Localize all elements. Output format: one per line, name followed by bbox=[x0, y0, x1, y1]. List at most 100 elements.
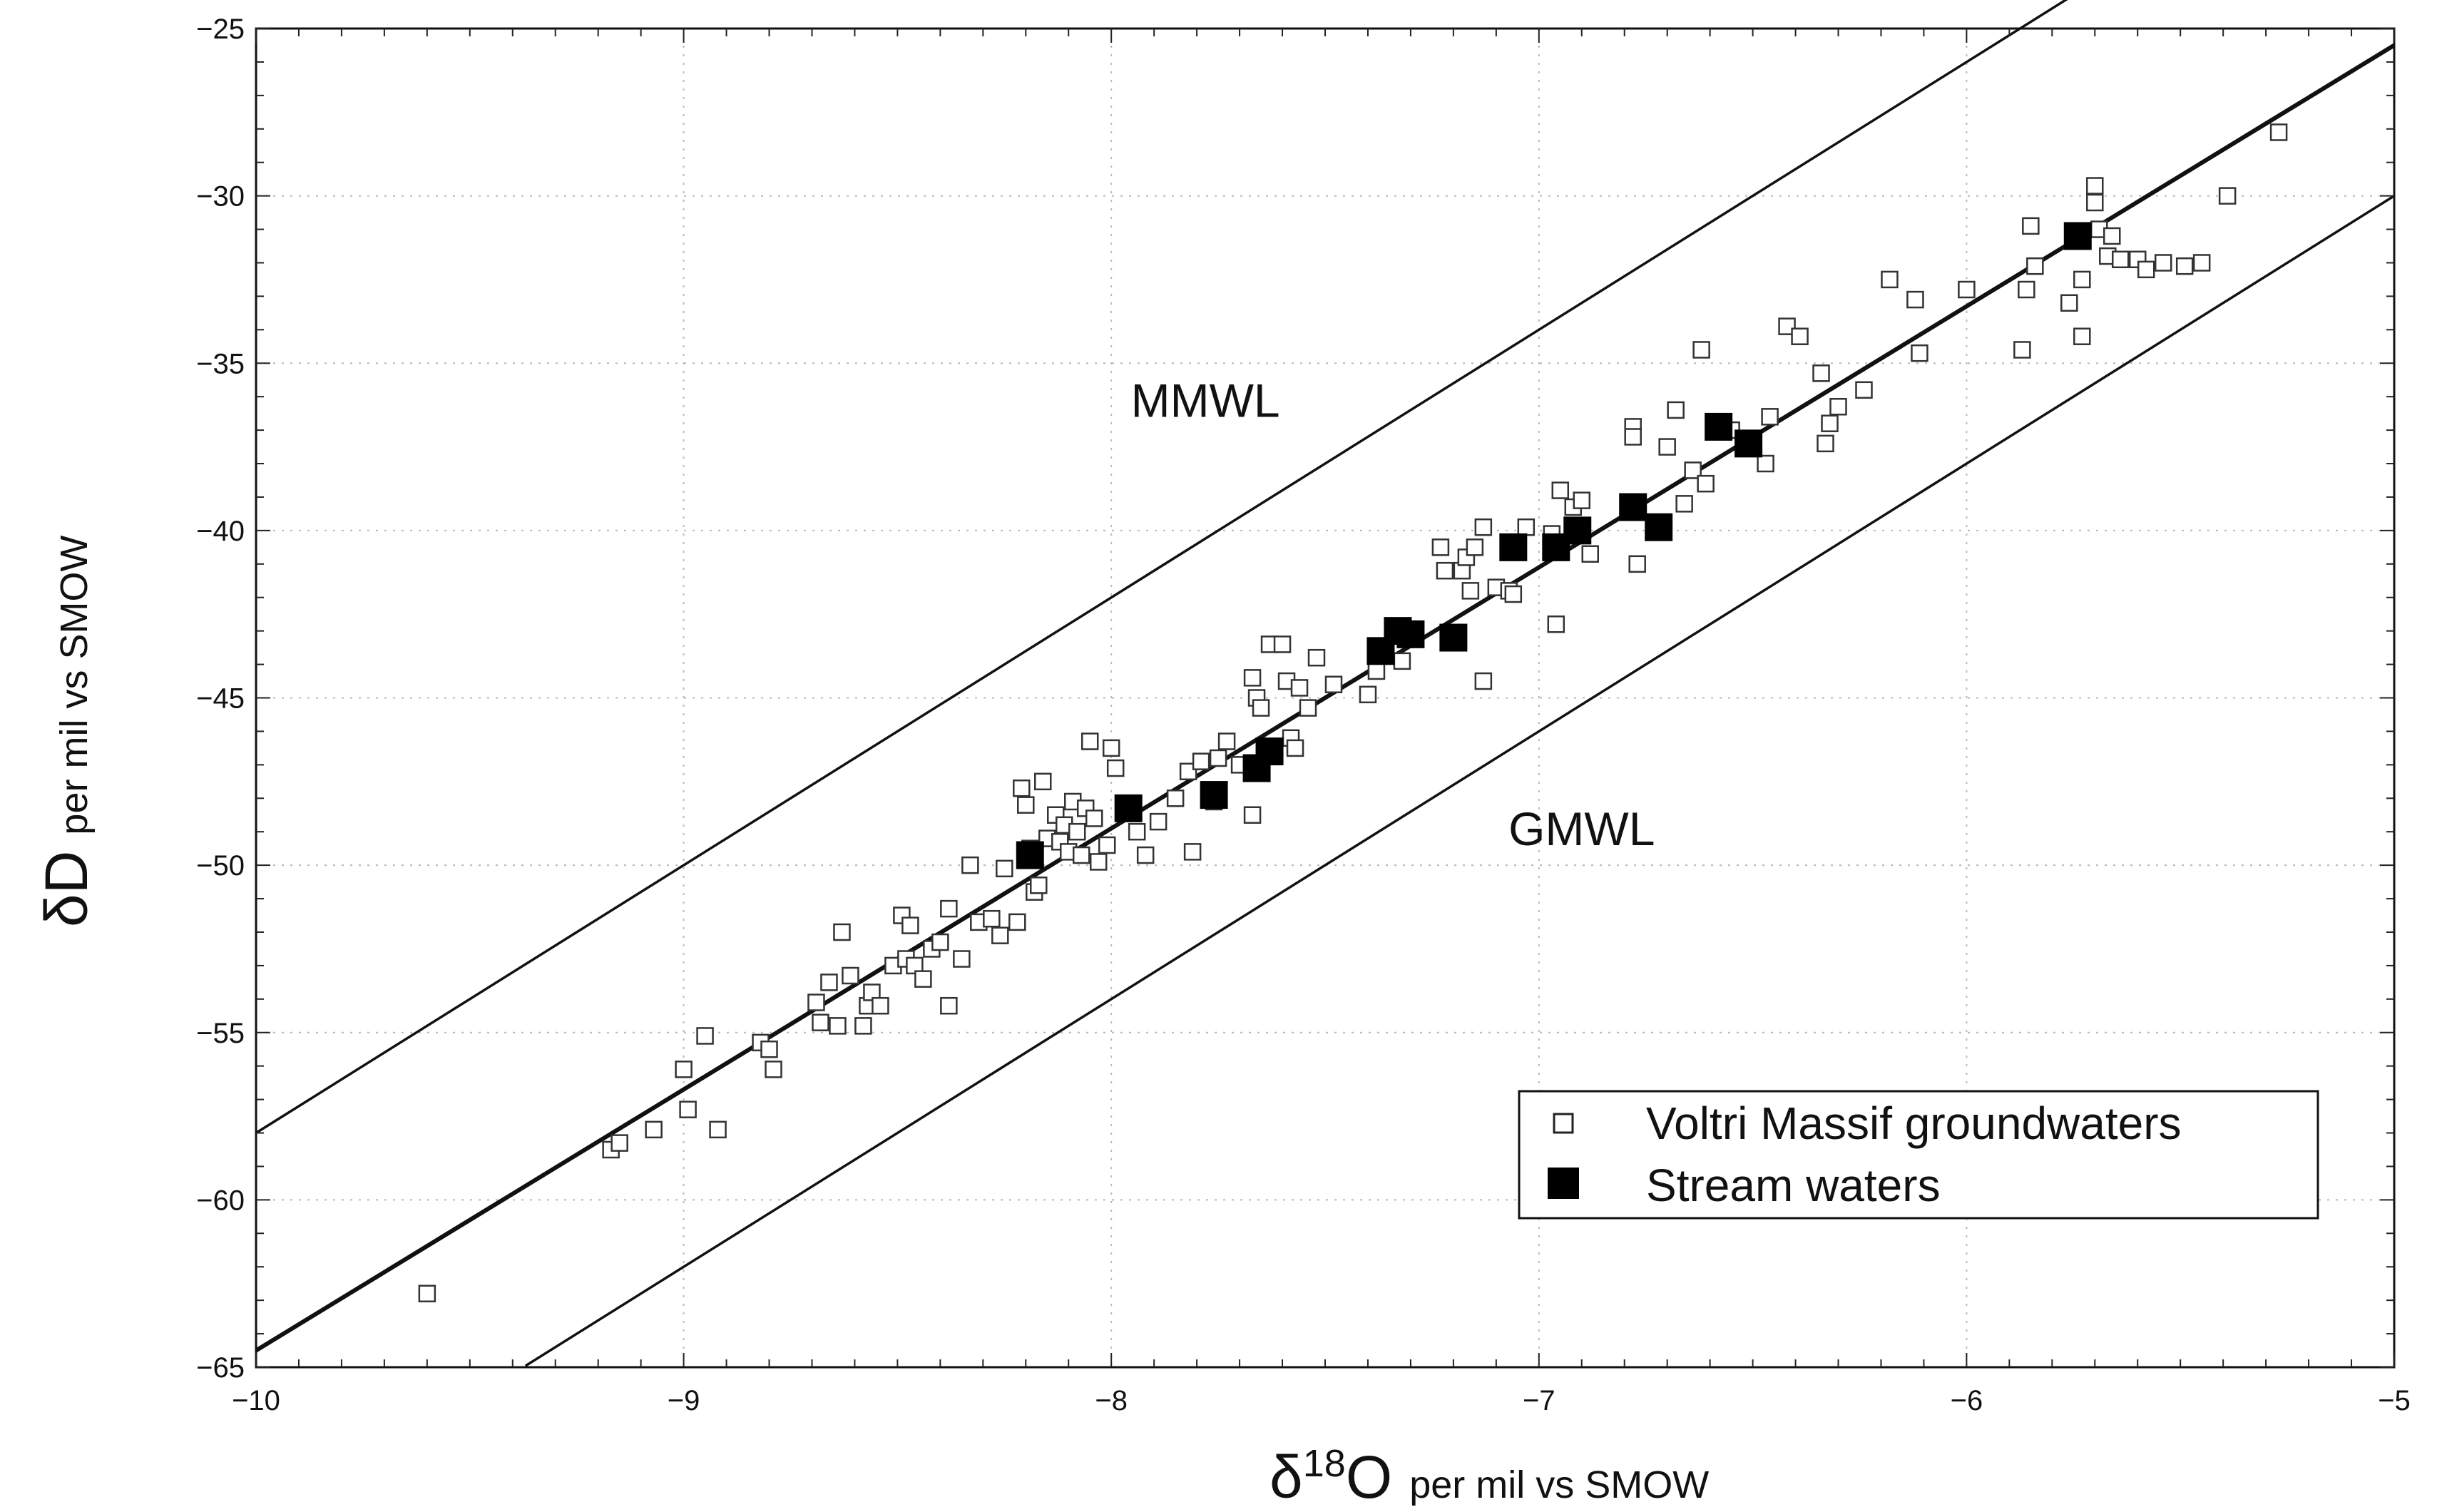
groundwater-point bbox=[418, 1284, 436, 1303]
stream-water-point bbox=[1734, 429, 1763, 458]
groundwater-point bbox=[1030, 877, 1048, 894]
groundwater-point bbox=[1252, 699, 1270, 717]
y-tick-label: −40 bbox=[196, 516, 245, 547]
groundwater-point bbox=[940, 996, 958, 1015]
groundwater-point bbox=[1855, 381, 1873, 399]
groundwater-point bbox=[1829, 398, 1847, 416]
groundwater-point bbox=[1692, 341, 1710, 359]
groundwater-point bbox=[1243, 669, 1262, 687]
groundwater-point bbox=[1192, 752, 1210, 770]
groundwater-point bbox=[812, 1013, 829, 1031]
groundwater-point bbox=[1166, 790, 1185, 807]
groundwater-point bbox=[1098, 836, 1116, 854]
x-axis-title-main: O bbox=[1346, 1444, 1392, 1511]
groundwater-point bbox=[1517, 518, 1536, 536]
groundwater-point bbox=[1474, 518, 1493, 536]
x-axis-title: δ18O per mil vs SMOW bbox=[1269, 1442, 1709, 1511]
groundwater-point bbox=[2175, 257, 2194, 275]
y-tick-label: −45 bbox=[196, 683, 245, 715]
groundwater-point bbox=[2112, 250, 2130, 269]
groundwater-point bbox=[1551, 481, 1570, 499]
stream-water-point bbox=[1016, 841, 1044, 869]
groundwater-point bbox=[2192, 254, 2211, 272]
x-axis-title-unit: per mil vs SMOW bbox=[1409, 1464, 1709, 1506]
groundwater-point bbox=[2060, 294, 2078, 312]
groundwater-point bbox=[645, 1120, 663, 1139]
groundwater-point bbox=[2018, 280, 2035, 299]
x-tick-label: −5 bbox=[2378, 1385, 2411, 1416]
groundwater-point bbox=[696, 1027, 714, 1045]
groundwater-point bbox=[1290, 679, 1309, 697]
stream-water-point bbox=[1619, 493, 1647, 521]
groundwater-point bbox=[1106, 759, 1125, 777]
groundwater-point bbox=[1393, 652, 1411, 670]
groundwater-point bbox=[1085, 809, 1103, 827]
groundwater-point bbox=[829, 1017, 847, 1035]
groundwater-point bbox=[842, 966, 859, 985]
groundwater-point bbox=[1149, 812, 1168, 831]
groundwater-point bbox=[1821, 414, 1839, 432]
groundwater-point bbox=[1128, 822, 1146, 841]
groundwater-point bbox=[1008, 913, 1026, 931]
stream-water-point bbox=[1396, 620, 1425, 648]
groundwater-point bbox=[1504, 585, 1523, 603]
groundwater-point bbox=[1307, 648, 1326, 667]
y-axis-title-main: δD bbox=[33, 851, 100, 927]
groundwater-point bbox=[1881, 270, 1899, 289]
groundwater-point bbox=[807, 993, 825, 1011]
legend-marker-open-square bbox=[1553, 1113, 1574, 1134]
groundwater-point bbox=[983, 909, 1001, 928]
groundwater-point bbox=[1791, 327, 1809, 345]
groundwater-point bbox=[931, 933, 949, 951]
groundwater-point bbox=[2073, 270, 2091, 289]
groundwater-point bbox=[914, 970, 932, 988]
groundwater-point bbox=[1068, 822, 1086, 841]
x-tick-label: −7 bbox=[1523, 1385, 1555, 1416]
y-tick-label: −55 bbox=[196, 1018, 245, 1049]
groundwater-point bbox=[833, 923, 851, 941]
groundwater-point bbox=[1461, 582, 1480, 600]
line-gmwl bbox=[524, 195, 2395, 1367]
groundwater-point bbox=[1817, 434, 1834, 453]
groundwater-point bbox=[854, 1017, 872, 1035]
groundwater-point bbox=[1624, 428, 1642, 446]
groundwater-point bbox=[1080, 732, 1099, 750]
groundwater-point bbox=[2013, 341, 2031, 359]
stream-water-point bbox=[2063, 222, 2092, 250]
groundwater-point bbox=[1179, 762, 1197, 780]
groundwater-point bbox=[1573, 491, 1591, 509]
x-axis-title-symbol: δ bbox=[1269, 1444, 1303, 1511]
groundwater-point bbox=[2218, 187, 2237, 205]
y-tick-label: −50 bbox=[196, 850, 245, 882]
groundwater-point bbox=[1273, 635, 1292, 653]
groundwater-point bbox=[2103, 227, 2121, 245]
groundwater-point bbox=[961, 856, 979, 874]
legend-marker-filled-square bbox=[1548, 1168, 1579, 1199]
legend-box bbox=[1518, 1090, 2319, 1220]
groundwater-point bbox=[1013, 779, 1031, 797]
groundwater-point bbox=[1102, 739, 1120, 757]
data-points bbox=[418, 123, 2288, 1303]
x-tick-label: −8 bbox=[1095, 1385, 1128, 1416]
legend-label-groundwaters: Voltri Massif groundwaters bbox=[1646, 1098, 2182, 1149]
stream-water-point bbox=[1563, 516, 1592, 545]
groundwater-point bbox=[1136, 846, 1155, 864]
y-tick-label: −30 bbox=[196, 181, 245, 213]
groundwater-point bbox=[1017, 796, 1035, 814]
groundwater-point bbox=[1658, 438, 1676, 456]
y-tick-label: −35 bbox=[196, 348, 245, 379]
line-mmwl bbox=[255, 0, 2068, 1135]
groundwater-point bbox=[1243, 806, 1262, 824]
groundwater-point bbox=[2073, 327, 2091, 345]
groundwater-point bbox=[2026, 257, 2044, 275]
stream-water-point bbox=[1499, 533, 1528, 561]
groundwater-point bbox=[1466, 538, 1484, 556]
groundwater-point bbox=[1667, 401, 1685, 419]
x-tick-label: −6 bbox=[1951, 1385, 1983, 1416]
y-tick-label: −65 bbox=[196, 1352, 245, 1384]
groundwater-point bbox=[709, 1120, 727, 1139]
groundwater-point bbox=[760, 1040, 778, 1058]
groundwater-point bbox=[1034, 772, 1052, 791]
x-tick-label: −10 bbox=[232, 1385, 280, 1416]
